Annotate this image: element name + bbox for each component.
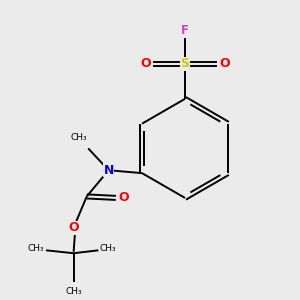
Text: CH₃: CH₃ xyxy=(65,287,82,296)
Text: O: O xyxy=(219,57,230,70)
Text: S: S xyxy=(180,57,189,70)
Text: O: O xyxy=(140,57,151,70)
Text: N: N xyxy=(103,164,114,177)
Text: CH₃: CH₃ xyxy=(28,244,44,253)
Text: O: O xyxy=(118,191,129,204)
Text: CH₃: CH₃ xyxy=(70,133,87,142)
Text: O: O xyxy=(68,221,79,234)
Text: CH₃: CH₃ xyxy=(100,244,116,253)
Text: F: F xyxy=(181,24,189,37)
